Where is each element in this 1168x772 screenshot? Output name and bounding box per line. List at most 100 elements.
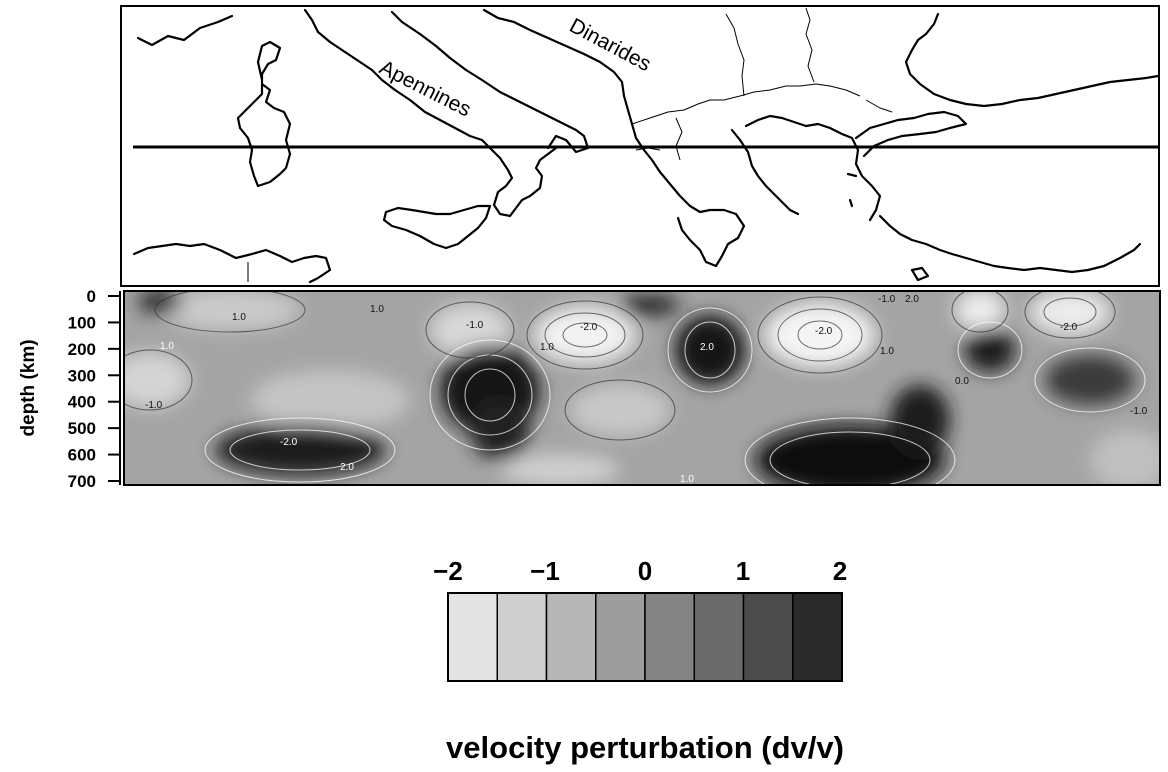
colorbar-frame [447, 592, 843, 682]
contour-label: 1.0 [540, 342, 554, 353]
contour-label: 2.0 [905, 294, 919, 305]
anomaly-fast-10 [620, 295, 680, 315]
contour-label: 1.0 [680, 474, 694, 485]
contour [957, 321, 1023, 379]
coastline-cyprus-island [910, 266, 930, 282]
anomaly-fast-4 [675, 315, 745, 385]
contour-label: 1.0 [232, 312, 246, 323]
contour-label: 2.0 [340, 462, 354, 473]
colorbar-swatch [447, 592, 498, 682]
colorbar-swatch [792, 592, 843, 682]
contour-label: 2.0 [700, 342, 714, 353]
anomaly-slow-8 [955, 291, 1005, 330]
anomaly-slow-11 [1090, 430, 1160, 485]
contour-label: -1.0 [145, 400, 163, 411]
colorbar-tick-label: 2 [833, 556, 847, 586]
contour [154, 291, 306, 333]
contour [526, 300, 644, 370]
contour-label: 1.0 [160, 341, 174, 352]
contour-label: 0.0 [955, 376, 969, 387]
anomaly-fast-8 [1045, 355, 1135, 405]
anomaly-fast-3 [470, 400, 530, 460]
coastline-black-sea [904, 12, 1160, 108]
contour [667, 307, 753, 393]
colorbar-tick-label: −1 [530, 556, 560, 586]
colorbar-swatch [545, 592, 597, 682]
contour [744, 417, 956, 485]
anomaly-slow-9 [1030, 291, 1110, 334]
colorbar-swatch [644, 592, 695, 682]
anomaly-slow-3 [250, 370, 410, 430]
anomaly-slow-7 [765, 303, 875, 367]
colorbar-swatch [595, 592, 646, 682]
depth-tick-label: 0 [87, 287, 96, 306]
coastline-small-1 [846, 172, 858, 178]
anomaly-slow-6 [570, 384, 670, 436]
coastline-northwest [136, 14, 234, 47]
depth-tick-label: 200 [68, 340, 96, 359]
border-3 [805, 7, 815, 83]
contour-labels: 1.0 -1.0 1.0 -2.0 1.0 -2.0 1.0 -1.0 -1.0… [145, 294, 1148, 485]
coastline-small-2 [848, 198, 854, 208]
colorbar-swatch [742, 592, 794, 682]
contour [429, 339, 551, 451]
border-7 [865, 99, 893, 113]
contour-label: -2.0 [280, 437, 298, 448]
contour-label: -2.0 [1060, 322, 1078, 333]
contour [777, 308, 863, 362]
contour-label: -2.0 [815, 326, 833, 337]
coastline-anatolia [854, 110, 968, 158]
contour [797, 320, 843, 350]
contour-label: 1.0 [880, 346, 894, 357]
colorbar-swatch [496, 592, 548, 682]
border-2 [725, 13, 745, 97]
contour [564, 379, 676, 441]
depth-tick-label: 500 [68, 419, 96, 438]
colorbar: −2 −1 0 1 2 velocity perturbation (dv/v) [433, 556, 847, 765]
anomaly-slow-10 [500, 454, 620, 485]
anomaly-slow-4 [430, 304, 510, 356]
contour [544, 312, 626, 358]
contour [204, 417, 396, 483]
anomaly-fast-7 [965, 328, 1015, 372]
border-1 [631, 83, 861, 125]
depth-tick-label: 100 [68, 313, 96, 332]
contour [562, 322, 608, 348]
contour [229, 429, 371, 471]
colorbar-tick-label: 1 [736, 556, 750, 586]
contour [1034, 347, 1146, 413]
contour [464, 368, 516, 422]
contour [425, 301, 515, 359]
contour-label: -1.0 [878, 294, 896, 305]
depth-axis: 0 100 200 300 400 500 600 700 depth (km) [18, 287, 121, 491]
anomaly-slow-1 [124, 352, 190, 408]
contour-label: -2.0 [580, 322, 598, 333]
contour [684, 321, 736, 379]
anomaly-fast-6 [890, 385, 950, 455]
contour [769, 431, 931, 485]
anomaly-slow-2 [160, 291, 300, 330]
coastline-italy-west [303, 8, 558, 218]
contour [757, 296, 883, 374]
colorbar-ticks: −2 −1 0 1 2 [433, 556, 847, 586]
depth-tick-label: 300 [68, 366, 96, 385]
coastline-turkey-south [878, 214, 1142, 274]
colorbar-title: velocity perturbation (dv/v) [446, 730, 844, 765]
coastline-greece-east [744, 114, 882, 222]
contours [204, 307, 1146, 485]
contour [124, 349, 193, 411]
depth-tick-label: 600 [68, 446, 96, 465]
contour [1043, 297, 1097, 327]
anomaly-fast-1 [215, 425, 385, 475]
section-panel: 1.0 -1.0 1.0 -2.0 1.0 -2.0 1.0 -1.0 -1.0… [18, 287, 1161, 491]
depth-ticks: 0 100 200 300 400 500 600 700 [68, 287, 120, 491]
border-4 [675, 117, 683, 161]
colorbar-swatch [693, 592, 745, 682]
depth-axis-label: depth (km) [18, 339, 39, 436]
contour-label: -1.0 [466, 320, 484, 331]
section-frame [123, 290, 1161, 486]
contour-label: -1.0 [1130, 406, 1148, 417]
contour-label: 1.0 [370, 304, 384, 315]
colorbar-tick-label: 0 [638, 556, 652, 586]
depth-tick-label: 400 [68, 393, 96, 412]
